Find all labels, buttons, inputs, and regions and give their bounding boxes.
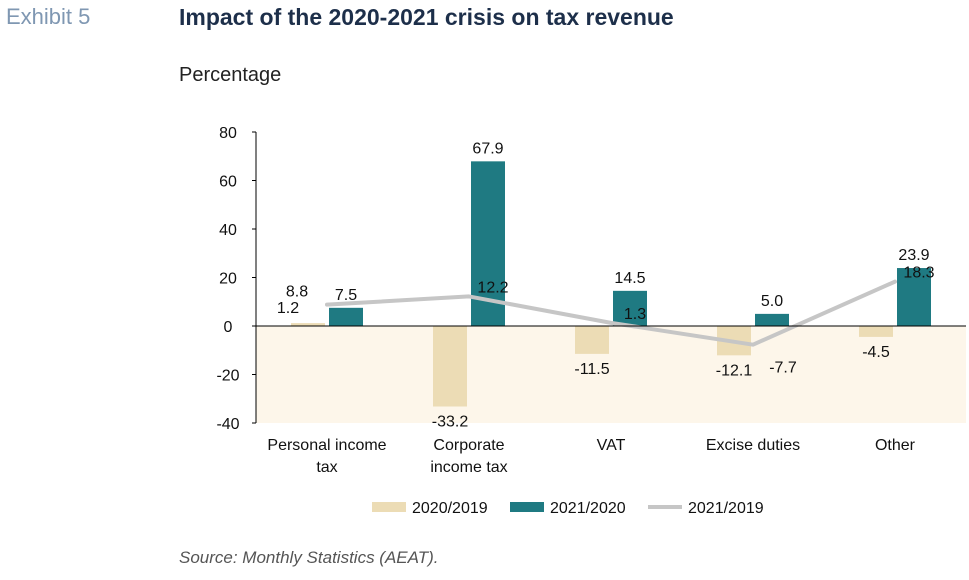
y-tick-label: 40 [219,222,237,239]
chart-title: Impact of the 2020-2021 crisis on tax re… [179,4,674,30]
data-label-2021-2019: -7.7 [769,360,797,377]
data-label-2021-2019: 12.2 [477,279,508,296]
data-label-2021-2020: 67.9 [472,140,503,157]
bar-2021-2020 [613,290,647,326]
data-label-2020-2019: -11.5 [574,361,609,378]
data-label-2021-2020: 5.0 [761,293,783,310]
data-label-2020-2019: -33.2 [432,414,469,431]
x-category-label: Other [875,437,916,454]
data-label-2020-2019: -4.5 [862,344,890,361]
data-label-2020-2019: -12.1 [716,362,753,379]
y-tick-label: -20 [216,368,239,385]
line-2021-2019 [325,279,897,347]
x-category-label: Personal income [267,437,386,454]
x-category-label: tax [316,459,337,476]
data-label-2021-2019: 18.3 [903,265,934,282]
legend-label-2020-2019: 2020/2019 [412,500,488,517]
data-label-2021-2019: 8.8 [286,284,308,301]
negative-region-shading [256,326,966,423]
y-tick-label: 20 [219,271,237,288]
x-category-label: Excise duties [706,437,800,454]
legend-swatch-2021-2020 [510,502,544,512]
legend-swatch-2020-2019 [372,502,406,512]
source-note: Source: Monthly Statistics (AEAT). [179,548,439,567]
exhibit-label: Exhibit 5 [6,4,91,29]
bar-2020-2019 [291,323,325,326]
bar-2020-2019 [575,326,609,354]
data-label-2021-2020: 7.5 [335,287,357,304]
bar-2021-2020 [329,307,363,326]
bar-2020-2019 [433,326,467,407]
y-tick-label: -40 [216,416,239,433]
x-category-label: income tax [430,459,507,476]
y-tick-label: 60 [219,174,237,191]
bar-2020-2019 [859,326,893,337]
y-tick-label: 0 [224,319,233,336]
bar-2021-2020 [897,268,931,326]
x-category-label: Corporate [433,437,504,454]
chart-subtitle: Percentage [179,64,282,86]
legend-label-2021-2019: 2021/2019 [688,500,764,517]
bar-2021-2020 [755,313,789,326]
legend-label-2021-2020: 2021/2020 [550,500,626,517]
data-label-2020-2019: 1.2 [277,300,299,317]
x-category-label: VAT [597,437,626,454]
data-label-2021-2019: 1.3 [624,306,646,323]
y-tick-label: 80 [219,125,237,142]
data-label-2021-2020: 23.9 [898,247,929,264]
data-label-2021-2020: 14.5 [614,270,645,287]
